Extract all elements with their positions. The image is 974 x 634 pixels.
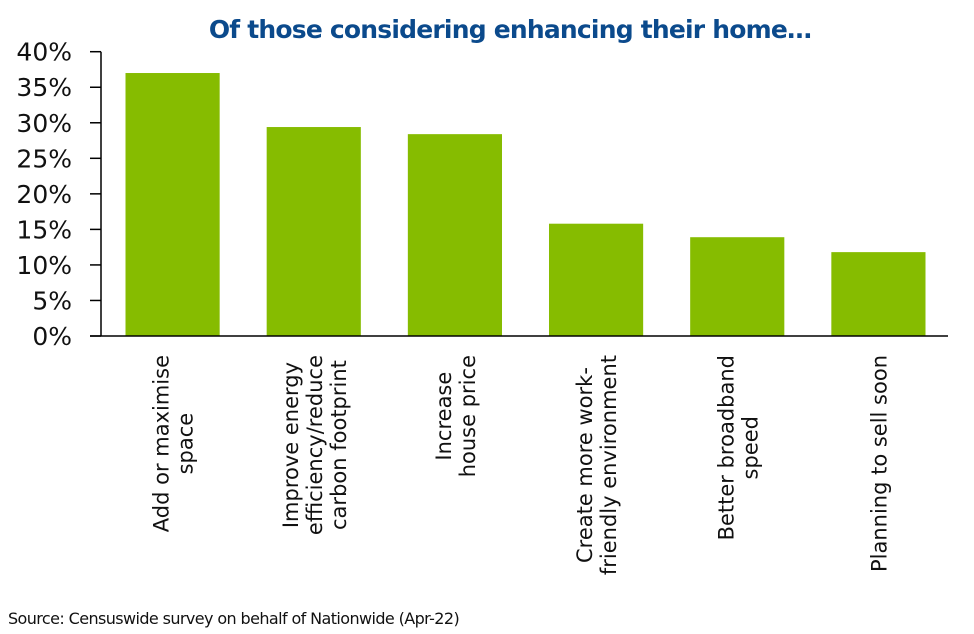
x-tick-label-text: Increasehouse price (432, 355, 480, 477)
x-tick-label-line: Create more work- (573, 367, 597, 563)
y-tick-label: 40% (16, 38, 72, 67)
bar (831, 252, 926, 336)
y-tick-label: 30% (16, 109, 72, 138)
bar (690, 237, 785, 336)
x-tick-label-line: efficiency/reduce (303, 355, 327, 535)
x-tick-label-line: Better broadband (714, 355, 738, 540)
x-tick-label-text: Add or maximisespace (150, 355, 198, 532)
y-tick-label: 0% (32, 322, 72, 351)
y-tick-label: 20% (16, 180, 72, 209)
x-tick-label-line: Planning to sell soon (867, 355, 891, 572)
bar (125, 73, 220, 337)
x-tick-label-text: Improve energyefficiency/reducecarbon fo… (279, 355, 351, 535)
x-tick-label-line: Add or maximise (150, 355, 174, 532)
x-tick-label-line: space (174, 413, 198, 475)
chart-title: Of those considering enhancing their hom… (209, 15, 811, 44)
y-tick-label: 15% (16, 215, 72, 244)
bar (549, 223, 644, 336)
x-axis-labels: Add or maximisespace Improve energyeffici… (150, 355, 892, 575)
x-tick-label-line: Improve energy (279, 362, 303, 528)
source-note: Source: Censuswide survey on behalf of N… (8, 609, 459, 628)
y-tick-label: 10% (16, 251, 72, 280)
bar (407, 134, 502, 336)
x-tick-label: Add or maximisespace (150, 355, 198, 532)
y-tick-label: 5% (32, 286, 72, 315)
x-tick-label: Increasehouse price (432, 355, 480, 477)
x-tick-label: Better broadbandspeed (714, 355, 762, 540)
x-tick-label-line: friendly environment (597, 355, 621, 575)
x-tick-label-text: Better broadbandspeed (714, 355, 762, 540)
y-tick-label: 35% (16, 73, 72, 102)
x-tick-label-text: Planning to sell soon (867, 355, 891, 572)
x-tick-label-line: speed (738, 416, 762, 479)
x-tick-label: Planning to sell soon (867, 355, 891, 572)
x-tick-label: Create more work-friendly environment (573, 355, 621, 575)
bar (266, 127, 361, 337)
x-tick-label-text: Create more work-friendly environment (573, 355, 621, 575)
x-tick-label-line: Increase (432, 372, 456, 461)
bars (125, 73, 926, 337)
x-tick-label-line: carbon footprint (327, 360, 351, 530)
x-tick-label: Improve energyefficiency/reducecarbon fo… (279, 355, 351, 535)
x-tick-label-line: house price (456, 355, 480, 477)
y-tick-label: 25% (16, 144, 72, 173)
y-axis: 0% 5% 10% 15% 20% 25% 30% 35% 40% (16, 38, 102, 351)
